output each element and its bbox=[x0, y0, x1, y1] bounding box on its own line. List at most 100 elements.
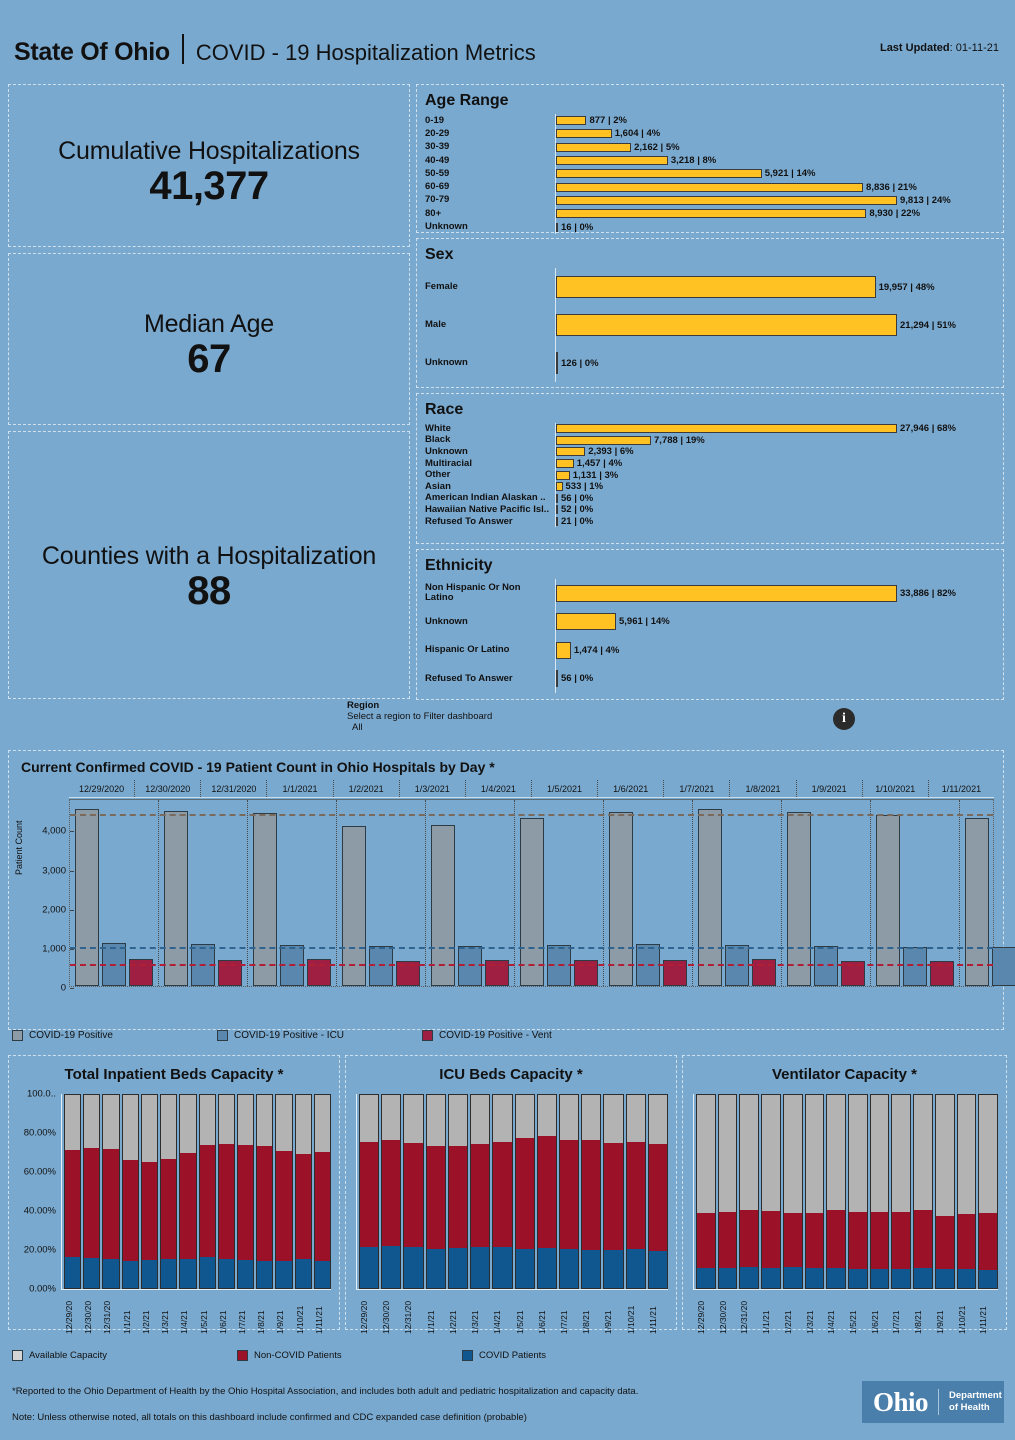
bar-fill[interactable] bbox=[556, 482, 563, 492]
stacked-bar[interactable] bbox=[647, 1094, 669, 1289]
chart-bar[interactable] bbox=[698, 808, 722, 986]
segment-covid[interactable] bbox=[276, 1260, 292, 1288]
segment-covid[interactable] bbox=[626, 1249, 645, 1288]
segment-non-covid[interactable] bbox=[103, 1149, 119, 1259]
chart-bar-group[interactable] bbox=[425, 800, 514, 986]
segment-non-covid[interactable] bbox=[84, 1147, 100, 1259]
bar-fill[interactable] bbox=[556, 195, 897, 205]
segment-non-covid[interactable] bbox=[697, 1212, 715, 1268]
segment-non-covid[interactable] bbox=[382, 1140, 401, 1246]
segment-non-covid[interactable] bbox=[537, 1136, 556, 1249]
segment-covid[interactable] bbox=[141, 1260, 158, 1288]
stacked-bar[interactable] bbox=[425, 1094, 446, 1289]
chart-bar-group[interactable] bbox=[247, 800, 336, 986]
stacked-bar[interactable] bbox=[403, 1094, 424, 1289]
segment-non-covid[interactable] bbox=[65, 1150, 81, 1258]
stacked-bar[interactable] bbox=[558, 1094, 580, 1289]
bar-row[interactable]: White 27,946 | 68% bbox=[425, 423, 1003, 435]
bar-row[interactable]: Male 21,294 | 51% bbox=[425, 306, 1003, 344]
segment-covid[interactable] bbox=[805, 1267, 824, 1288]
segment-non-covid[interactable] bbox=[314, 1152, 331, 1261]
segment-covid[interactable] bbox=[471, 1247, 490, 1288]
legend-item[interactable]: COVID-19 Positive - Vent bbox=[422, 1030, 552, 1041]
segment-non-covid[interactable] bbox=[295, 1154, 311, 1260]
chart-bar-group[interactable] bbox=[336, 800, 425, 986]
segment-covid[interactable] bbox=[180, 1258, 196, 1288]
bar-fill[interactable] bbox=[556, 584, 897, 602]
bar-row[interactable]: Asian 533 | 1% bbox=[425, 480, 1003, 493]
chart-bar[interactable] bbox=[164, 811, 188, 986]
stacked-bar[interactable] bbox=[492, 1094, 513, 1289]
chart-bar[interactable] bbox=[102, 942, 126, 986]
segment-covid[interactable] bbox=[103, 1258, 119, 1288]
segment-covid[interactable] bbox=[935, 1268, 954, 1288]
segment-non-covid[interactable] bbox=[870, 1211, 889, 1269]
segment-covid[interactable] bbox=[65, 1257, 81, 1288]
region-filter[interactable]: Region Select a region to Filter dashboa… bbox=[347, 700, 807, 733]
segment-non-covid[interactable] bbox=[161, 1158, 177, 1260]
bar-row[interactable]: Unknown 16 | 0% bbox=[425, 220, 1003, 234]
chart-bar[interactable] bbox=[307, 958, 331, 986]
bar-row[interactable]: American Indian Alaskan .. 56 | 0% bbox=[425, 492, 1003, 505]
chart-bar-group[interactable] bbox=[692, 800, 781, 986]
bar-row[interactable]: Multiracial 1,457 | 4% bbox=[425, 457, 1003, 470]
chart-bar[interactable] bbox=[342, 826, 366, 986]
segment-covid[interactable] bbox=[122, 1261, 138, 1288]
bar-fill[interactable] bbox=[556, 314, 897, 336]
stacked-bar[interactable] bbox=[848, 1094, 868, 1289]
segment-covid[interactable] bbox=[199, 1257, 215, 1288]
segment-covid[interactable] bbox=[762, 1267, 780, 1288]
bar-fill[interactable] bbox=[556, 116, 587, 126]
segment-covid[interactable] bbox=[718, 1267, 737, 1288]
legend-item[interactable]: Available Capacity bbox=[12, 1350, 237, 1361]
bar-row[interactable]: Black 7,788 | 19% bbox=[425, 434, 1003, 447]
chart-bar[interactable] bbox=[903, 947, 927, 986]
stacked-bar[interactable] bbox=[102, 1094, 120, 1289]
bar-row[interactable]: 40-49 3,218 | 8% bbox=[425, 153, 1003, 168]
info-icon[interactable]: i bbox=[833, 708, 855, 730]
bar-fill[interactable] bbox=[556, 276, 876, 298]
stacked-bar[interactable] bbox=[359, 1094, 380, 1289]
bar-fill[interactable] bbox=[556, 493, 558, 503]
segment-non-covid[interactable] bbox=[237, 1144, 254, 1261]
bar-row[interactable]: Hispanic Or Latino 1,474 | 4% bbox=[425, 636, 1003, 665]
segment-covid[interactable] bbox=[537, 1248, 556, 1288]
bar-fill[interactable] bbox=[556, 641, 571, 659]
segment-non-covid[interactable] bbox=[914, 1209, 932, 1269]
segment-covid[interactable] bbox=[957, 1268, 976, 1288]
bar-fill[interactable] bbox=[556, 424, 897, 434]
segment-covid[interactable] bbox=[493, 1246, 512, 1288]
stacked-bar[interactable] bbox=[83, 1094, 101, 1289]
segment-covid[interactable] bbox=[218, 1259, 234, 1288]
chart-bar[interactable] bbox=[876, 815, 900, 986]
stacked-bar[interactable] bbox=[447, 1094, 469, 1289]
stacked-bar[interactable] bbox=[381, 1094, 402, 1289]
segment-non-covid[interactable] bbox=[199, 1145, 215, 1258]
segment-covid[interactable] bbox=[870, 1268, 889, 1288]
segment-covid[interactable] bbox=[648, 1250, 668, 1288]
segment-non-covid[interactable] bbox=[180, 1152, 196, 1259]
segment-non-covid[interactable] bbox=[849, 1211, 867, 1269]
stacked-bar[interactable] bbox=[313, 1094, 332, 1289]
segment-covid[interactable] bbox=[314, 1260, 331, 1288]
chart-bar-group[interactable] bbox=[514, 800, 603, 986]
bar-row[interactable]: Refused To Answer 56 | 0% bbox=[425, 664, 1003, 693]
chart-bar[interactable] bbox=[992, 947, 1015, 986]
chart-bar-group[interactable] bbox=[781, 800, 870, 986]
segment-non-covid[interactable] bbox=[276, 1150, 292, 1261]
segment-non-covid[interactable] bbox=[404, 1142, 423, 1248]
bar-fill[interactable] bbox=[556, 169, 762, 179]
segment-non-covid[interactable] bbox=[582, 1139, 601, 1250]
bar-fill[interactable] bbox=[556, 435, 652, 445]
bar-fill[interactable] bbox=[556, 517, 558, 527]
stacked-bar[interactable] bbox=[625, 1094, 646, 1289]
segment-non-covid[interactable] bbox=[979, 1213, 998, 1270]
segment-non-covid[interactable] bbox=[493, 1141, 512, 1247]
bar-fill[interactable] bbox=[556, 129, 612, 139]
stacked-bar[interactable] bbox=[717, 1094, 738, 1289]
segment-covid[interactable] bbox=[559, 1249, 579, 1288]
region-filter-value[interactable]: All bbox=[352, 722, 363, 733]
legend-item[interactable]: Non-COVID Patients bbox=[237, 1350, 462, 1361]
segment-covid[interactable] bbox=[404, 1247, 423, 1288]
stacked-bar[interactable] bbox=[217, 1094, 235, 1289]
